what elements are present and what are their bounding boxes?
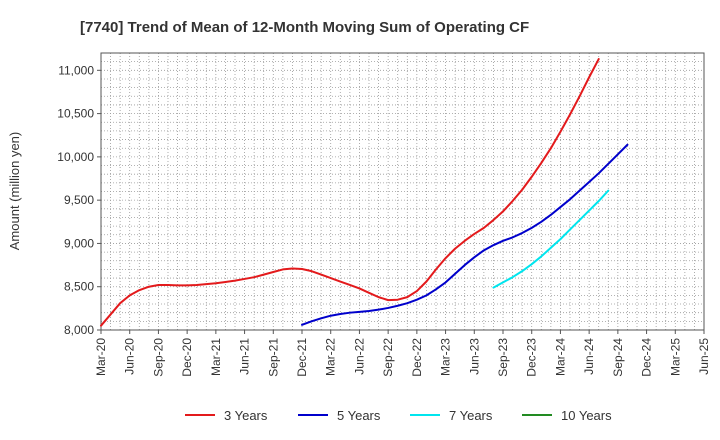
x-tick-label: Mar-23 — [439, 338, 453, 376]
x-tick-label: Jun-25 — [697, 338, 711, 375]
plot-area: 8,000 8,500 9,000 9,500 10,000 10,500 11,000 Ma… — [57, 52, 711, 377]
x-tick-label: Jun-23 — [467, 338, 481, 375]
x-tick-label: Jun-22 — [352, 338, 366, 375]
x-tick-label: Sep-21 — [266, 338, 280, 377]
x-tick-label: Mar-25 — [668, 338, 682, 376]
x-tick-label: Dec-23 — [525, 338, 539, 377]
x-tick-label: Sep-20 — [151, 338, 165, 377]
y-tick-label: 11,000 — [58, 63, 94, 77]
x-tick-label: Mar-24 — [553, 338, 567, 376]
x-tick-label: Jun-20 — [123, 338, 137, 375]
legend: 3 Years 5 Years 7 Years 10 Years — [185, 408, 612, 423]
y-tick-label: 10,500 — [57, 107, 94, 121]
y-axis-label: Amount (million yen) — [7, 132, 22, 251]
y-tick-label: 9,000 — [64, 236, 94, 250]
x-tick-label: Dec-24 — [640, 338, 654, 377]
series-line-3-years — [100, 58, 600, 327]
x-tick-label: Sep-24 — [611, 338, 625, 377]
x-tick-label: Dec-22 — [410, 338, 424, 377]
legend-label: 7 Years — [449, 408, 493, 423]
x-tick-label: Jun-24 — [582, 338, 596, 375]
x-tick-label: Mar-21 — [209, 338, 223, 376]
series-line-5-years — [301, 143, 629, 326]
x-tick-label: Dec-20 — [180, 338, 194, 377]
series-line-7-years — [492, 189, 610, 289]
y-tick-label: 10,000 — [57, 150, 94, 164]
y-tick-label: 9,500 — [64, 193, 94, 207]
x-tick-label: Sep-23 — [496, 338, 510, 377]
x-tick-label: Dec-21 — [295, 338, 309, 377]
x-tick-label: Mar-20 — [94, 338, 108, 376]
y-tick-label: 8,000 — [64, 323, 94, 337]
y-tick-label: 8,500 — [64, 280, 94, 294]
legend-label: 10 Years — [561, 408, 612, 423]
x-tick-label: Mar-22 — [324, 338, 338, 376]
plot-border — [100, 52, 705, 331]
legend-label: 3 Years — [224, 408, 268, 423]
x-tick-label: Sep-22 — [381, 338, 395, 377]
chart-title: [7740] Trend of Mean of 12-Month Moving … — [80, 19, 529, 36]
legend-label: 5 Years — [337, 408, 381, 423]
x-tick-label: Jun-21 — [238, 338, 252, 375]
